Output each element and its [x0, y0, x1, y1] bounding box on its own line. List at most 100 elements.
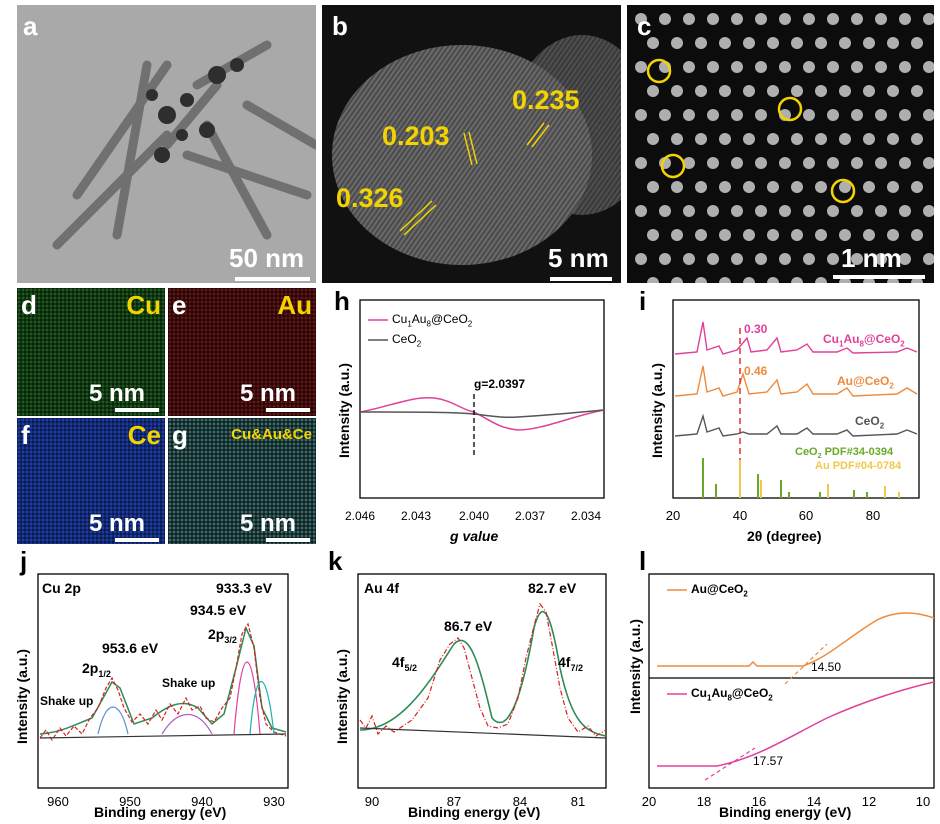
atom-column [719, 85, 731, 97]
y-axis-label: Intensity (a.u.) [627, 619, 643, 714]
y-axis-label: Intensity (a.u.) [649, 363, 665, 458]
atom-column [827, 13, 839, 25]
atom-column [899, 205, 911, 217]
shift-annotation-046: 0.46 [744, 364, 768, 378]
atom-column [779, 205, 791, 217]
panel-label-k: k [328, 548, 343, 576]
x-tick-label: 80 [866, 508, 880, 523]
panel-e-eds-au-map: e Au 5 nm [168, 288, 316, 416]
atom-column [839, 37, 851, 49]
atom-column [815, 133, 827, 145]
atom-column [923, 109, 934, 121]
xps-component-cu2-plus [249, 681, 275, 735]
plot-frame [359, 299, 605, 499]
atom-column [791, 277, 803, 283]
atom-column [911, 229, 923, 241]
plot-frame [672, 299, 920, 499]
panel-label-d: d [21, 290, 37, 320]
atom-column [851, 205, 863, 217]
atom-column [707, 109, 719, 121]
scale-bar [235, 277, 310, 281]
panel-label-b: b [332, 11, 348, 41]
onset-tangent-cu1au8 [704, 747, 756, 781]
scale-bar-label: 1 nm [841, 243, 902, 273]
x-tick-label: 2.046 [345, 509, 375, 523]
atom-column [827, 253, 839, 265]
atom-column [659, 205, 671, 217]
xrd-series-cu1au8 [674, 321, 918, 355]
atom-column [827, 61, 839, 73]
atom-column [863, 133, 875, 145]
xps-baseline [39, 733, 287, 739]
g-value-annotation: g=2.0397 [474, 377, 526, 391]
peak-label-9345: 934.5 eV [190, 602, 247, 618]
atom-column [767, 85, 779, 97]
atom-column [635, 253, 647, 265]
hrtem-lattice-drawing [322, 5, 621, 283]
xps-fit-envelope [39, 625, 287, 735]
panel-g-eds-overlay-map: g Cu&Au&Ce 5 nm [168, 418, 316, 544]
atom-column [899, 157, 911, 169]
atom-column [755, 157, 767, 169]
epr-plot: 2.046 2.043 2.040 2.037 2.034 [345, 299, 605, 523]
atom-column [635, 61, 647, 73]
atom-column [707, 13, 719, 25]
element-label-overlay: Cu&Au&Ce [231, 426, 312, 443]
shake-up-label-left: Shake up [40, 694, 94, 708]
atom-column [647, 277, 659, 283]
y-axis-label: Intensity (a.u.) [14, 649, 30, 744]
au-reference-bars [739, 460, 900, 498]
atom-column [803, 109, 815, 121]
xps-component-shakeup [161, 714, 213, 735]
atom-column [695, 277, 707, 283]
atom-column [851, 253, 863, 265]
ceo2-reference-bars [702, 458, 868, 498]
atom-column [791, 133, 803, 145]
atom-column [863, 37, 875, 49]
atom-column [695, 133, 707, 145]
lattice-spacing-0203: 0.203 [382, 121, 450, 151]
haadf-atom-lattice [627, 5, 934, 283]
xps-raw-data [359, 602, 607, 737]
scale-bar [833, 275, 925, 279]
atom-column [923, 157, 934, 169]
x-tick-labels: 20 18 16 14 12 10 [642, 794, 930, 809]
series-label-cu1au8: Cu1Au8@CeO2 [823, 332, 905, 349]
atom-column [863, 181, 875, 193]
scale-bar [266, 408, 310, 412]
x-tick-label: 18 [697, 794, 711, 809]
x-tick-label: 930 [263, 794, 285, 809]
shift-annotation-030: 0.30 [744, 322, 768, 336]
panel-label-h: h [334, 288, 350, 316]
atom-column [899, 13, 911, 25]
atom-column [767, 181, 779, 193]
atom-column [671, 181, 683, 193]
atom-column [899, 253, 911, 265]
peak-label-867: 86.7 eV [444, 618, 493, 634]
atom-column [791, 85, 803, 97]
panel-label-e: e [172, 290, 187, 320]
x-tick-label: 60 [799, 508, 813, 523]
panel-d-eds-cu-map: d Cu 5 nm [17, 288, 165, 416]
atom-column [719, 229, 731, 241]
atom-column [695, 181, 707, 193]
atom-column [839, 229, 851, 241]
xps-baseline [359, 727, 607, 739]
panel-label-c: c [637, 11, 652, 41]
xps-fit-envelope [359, 610, 607, 737]
atom-column [887, 85, 899, 97]
atom-column [815, 181, 827, 193]
series-label-ceo2: CeO2 [855, 414, 885, 431]
atom-column [815, 85, 827, 97]
panel-label-a: a [23, 11, 38, 41]
atom-column [683, 205, 695, 217]
x-axis-label: g value [450, 528, 499, 544]
au4f-plot: 90 87 84 81 [357, 573, 607, 809]
panel-h-epr-chart: h 2.046 2.043 2.040 2.037 2.034 Cu1Au8@C… [322, 288, 622, 548]
panel-f-eds-ce-map: f Ce 5 nm [17, 418, 165, 544]
orbital-label-4f52: 4f5/2 [392, 654, 417, 673]
scale-bar-label: 50 nm [229, 243, 305, 273]
element-label-cu: Cu [126, 290, 161, 320]
atom-column [659, 253, 671, 265]
x-axis-label: Binding energy (eV) [408, 804, 541, 820]
